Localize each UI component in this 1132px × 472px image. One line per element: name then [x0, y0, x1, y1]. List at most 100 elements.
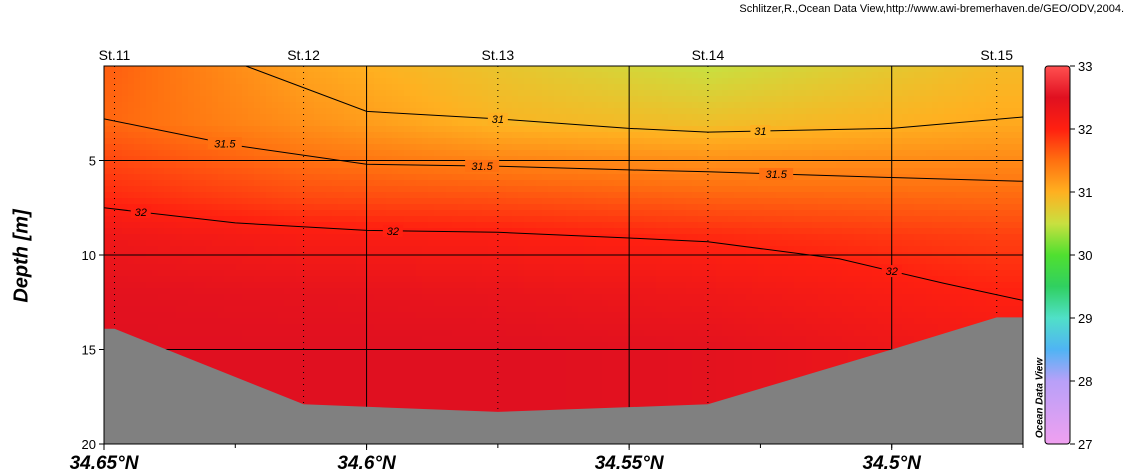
field-cell: [482, 318, 489, 325]
field-cell: [356, 402, 363, 409]
field-cell: [350, 138, 357, 145]
field-cell: [416, 90, 423, 97]
field-cell: [494, 336, 501, 343]
field-cell: [548, 138, 555, 145]
field-cell: [140, 66, 147, 73]
field-cell: [386, 390, 393, 397]
field-cell: [104, 162, 111, 169]
field-cell: [164, 234, 171, 241]
field-cell: [260, 330, 267, 337]
field-cell: [548, 120, 555, 127]
field-cell: [110, 216, 117, 223]
field-cell: [230, 348, 237, 355]
field-cell: [536, 108, 543, 115]
field-cell: [164, 312, 171, 319]
field-cell: [380, 258, 387, 265]
field-cell: [176, 288, 183, 295]
field-cell: [122, 168, 129, 175]
field-cell: [482, 144, 489, 151]
field-cell: [260, 234, 267, 241]
field-cell: [404, 198, 411, 205]
field-cell: [368, 318, 375, 325]
field-cell: [236, 282, 243, 289]
field-cell: [224, 228, 231, 235]
field-cell: [464, 66, 471, 73]
field-cell: [512, 186, 519, 193]
field-cell: [212, 294, 219, 301]
field-cell: [536, 300, 543, 307]
field-cell: [434, 144, 441, 151]
field-cell: [206, 246, 213, 253]
field-cell: [410, 72, 417, 79]
field-cell: [338, 186, 345, 193]
field-cell: [572, 342, 579, 349]
field-cell: [266, 186, 273, 193]
field-cell: [284, 258, 291, 265]
field-cell: [380, 240, 387, 247]
field-cell: [152, 162, 159, 169]
field-cell: [536, 78, 543, 85]
field-cell: [536, 384, 543, 391]
field-cell: [356, 246, 363, 253]
field-cell: [134, 294, 141, 301]
field-cell: [194, 312, 201, 319]
field-cell: [344, 144, 351, 151]
field-cell: [158, 222, 165, 229]
field-cell: [398, 348, 405, 355]
field-cell: [350, 96, 357, 103]
field-cell: [236, 132, 243, 139]
field-cell: [410, 120, 417, 127]
field-cell: [302, 96, 309, 103]
field-cell: [476, 198, 483, 205]
field-cell: [116, 78, 123, 85]
field-cell: [398, 186, 405, 193]
field-cell: [296, 276, 303, 283]
field-cell: [236, 354, 243, 361]
field-cell: [278, 282, 285, 289]
field-cell: [554, 174, 561, 181]
field-cell: [530, 126, 537, 133]
field-cell: [212, 180, 219, 187]
field-cell: [236, 222, 243, 229]
field-cell: [512, 174, 519, 181]
field-cell: [146, 324, 153, 331]
field-cell: [314, 204, 321, 211]
field-cell: [362, 120, 369, 127]
field-cell: [308, 216, 315, 223]
field-cell: [290, 96, 297, 103]
field-cell: [236, 306, 243, 313]
field-cell: [206, 78, 213, 85]
field-cell: [302, 384, 309, 391]
field-cell: [404, 360, 411, 367]
field-cell: [332, 378, 339, 385]
field-cell: [368, 186, 375, 193]
field-cell: [170, 348, 177, 355]
field-cell: [530, 234, 537, 241]
field-cell: [506, 270, 513, 277]
field-cell: [356, 312, 363, 319]
field-cell: [386, 180, 393, 187]
field-cell: [224, 78, 231, 85]
field-cell: [272, 264, 279, 271]
field-cell: [278, 318, 285, 325]
field-cell: [128, 246, 135, 253]
field-cell: [458, 210, 465, 217]
field-cell: [482, 186, 489, 193]
field-cell: [260, 288, 267, 295]
field-cell: [170, 312, 177, 319]
field-cell: [368, 360, 375, 367]
field-cell: [242, 96, 249, 103]
field-cell: [302, 390, 309, 397]
field-cell: [560, 222, 567, 229]
field-cell: [362, 66, 369, 73]
field-cell: [308, 144, 315, 151]
field-cell: [116, 294, 123, 301]
field-cell: [542, 384, 549, 391]
field-cell: [386, 174, 393, 181]
field-cell: [248, 186, 255, 193]
field-cell: [392, 168, 399, 175]
field-cell: [422, 234, 429, 241]
field-cell: [530, 300, 537, 307]
field-cell: [296, 384, 303, 391]
field-cell: [170, 78, 177, 85]
